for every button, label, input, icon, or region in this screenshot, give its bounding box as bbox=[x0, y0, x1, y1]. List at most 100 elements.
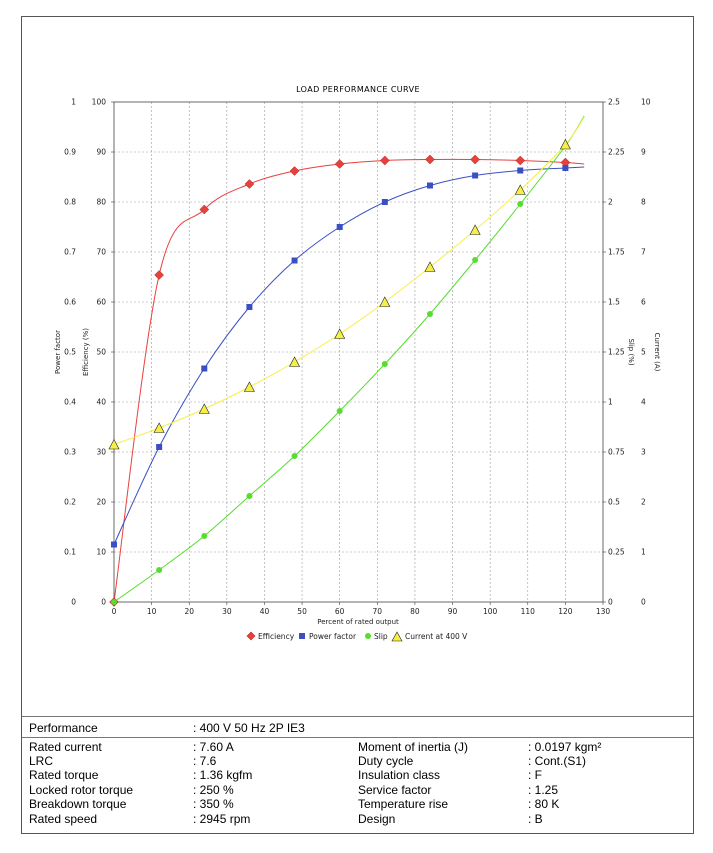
service-factor-label: Service factor bbox=[358, 783, 432, 797]
y-tick-label-right: 2 bbox=[641, 498, 646, 507]
efficiency-point bbox=[470, 154, 480, 165]
efficiency-point bbox=[244, 179, 255, 189]
lrc-value: : 7.6 bbox=[193, 754, 217, 768]
power-factor-point bbox=[562, 165, 569, 171]
series-markers bbox=[108, 138, 571, 607]
current-at-400-v-point bbox=[108, 438, 120, 450]
x-tick-label: 20 bbox=[184, 607, 194, 616]
slip-point bbox=[156, 567, 163, 573]
current-at-400-v-point bbox=[153, 422, 165, 433]
y-tick-label: 80 bbox=[96, 198, 106, 207]
legend-power-factor-marker bbox=[299, 633, 305, 639]
insulation-class-value: : F bbox=[528, 768, 542, 782]
performance-value: : 400 V 50 Hz 2P IE3 bbox=[193, 721, 305, 735]
slip-point bbox=[517, 201, 524, 207]
rated-speed-value: : 2945 rpm bbox=[193, 812, 251, 826]
x-tick-label: 130 bbox=[596, 607, 611, 616]
y-tick-label-right: 1.5 bbox=[608, 298, 620, 307]
y-tick-label: 0.2 bbox=[64, 498, 76, 507]
slip-point bbox=[336, 408, 343, 414]
power-factor-point bbox=[156, 444, 163, 450]
legend-efficiency-marker bbox=[246, 631, 256, 641]
y-tick-label: 10 bbox=[96, 548, 106, 557]
grid-lines bbox=[114, 102, 603, 602]
efficiency-point bbox=[425, 154, 435, 165]
x-tick-label: 30 bbox=[222, 607, 232, 616]
efficiency-line bbox=[113, 158, 585, 603]
load-performance-chart: 0 10 20 30 40 50 60 70 80 90 100 110 120 13000.10.20.… bbox=[54, 85, 661, 642]
current-at-400-v-line bbox=[113, 116, 585, 445]
duty-cycle-label: Duty cycle bbox=[358, 754, 414, 768]
y-tick-label: 0.7 bbox=[64, 248, 76, 257]
y-tick-label: 50 bbox=[96, 348, 106, 357]
y-tick-label: 0.5 bbox=[64, 348, 76, 357]
power-factor-axis-label: Power factor bbox=[54, 330, 62, 374]
chart-title: LOAD PERFORMANCE CURVE bbox=[296, 85, 420, 94]
y-tick-label-right: 0.5 bbox=[608, 498, 620, 507]
y-tick-label-right: 1.75 bbox=[608, 248, 625, 257]
efficiency-axis-label: Efficiency (%) bbox=[82, 328, 90, 376]
locked-rotor-torque-label: Locked rotor torque bbox=[29, 783, 134, 797]
insulation-class-label: Insulation class bbox=[358, 768, 441, 782]
x-tick-label: 120 bbox=[558, 607, 573, 616]
efficiency-point bbox=[199, 204, 210, 215]
x-tick-label: 100 bbox=[483, 607, 498, 616]
rated-current-label: Rated current bbox=[29, 740, 102, 754]
power-factor-point bbox=[111, 541, 117, 548]
y-tick-label-right: 4 bbox=[641, 398, 646, 407]
rated-speed-label: Rated speed bbox=[29, 812, 98, 826]
locked-rotor-torque-value: : 250 % bbox=[193, 783, 234, 797]
power-factor-point bbox=[426, 182, 433, 189]
current-at-400-v-point bbox=[559, 138, 571, 150]
y-tick-label: 70 bbox=[96, 248, 106, 257]
legend-current-marker bbox=[391, 631, 403, 642]
breakdown-torque-label: Breakdown torque bbox=[29, 797, 127, 811]
current-at-400-v-point bbox=[289, 356, 301, 367]
design-value: : B bbox=[528, 812, 543, 826]
x-tick-label: 50 bbox=[297, 607, 307, 616]
y-tick-label: 40 bbox=[96, 398, 106, 407]
y-tick-label-right: 6 bbox=[641, 298, 646, 307]
slip-point bbox=[426, 311, 433, 317]
rated-torque-value: : 1.36 kgfm bbox=[193, 768, 253, 782]
efficiency-point bbox=[154, 270, 164, 280]
current-at-400-v-point bbox=[514, 184, 526, 195]
x-tick-label: 80 bbox=[410, 607, 420, 616]
legend-power-factor-label: Power factor bbox=[309, 632, 357, 641]
current-at-400-v-point bbox=[424, 261, 436, 272]
y-tick-label: 1 bbox=[71, 98, 76, 107]
y-tick-label: 0 bbox=[101, 598, 106, 607]
efficiency-point bbox=[289, 166, 300, 176]
x-tick-label: 10 bbox=[147, 607, 157, 616]
y-tick-label: 20 bbox=[96, 498, 106, 507]
y-tick-label-right: 5 bbox=[641, 348, 646, 357]
slip-point bbox=[291, 453, 298, 459]
x-tick-label: 90 bbox=[448, 607, 458, 616]
y-tick-label-right: 1 bbox=[608, 398, 613, 407]
slip-point bbox=[381, 361, 388, 367]
table-top-divider bbox=[22, 716, 693, 717]
y-tick-label-right: 2 bbox=[608, 198, 613, 207]
legend-slip-label: Slip bbox=[374, 632, 388, 641]
y-tick-label: 0.8 bbox=[64, 198, 76, 207]
slip-point bbox=[246, 493, 253, 499]
y-tick-label-right: 8 bbox=[641, 198, 646, 207]
y-tick-label-right: 7 bbox=[641, 248, 646, 257]
y-tick-label: 0.1 bbox=[64, 548, 76, 557]
y-tick-label: 0.9 bbox=[64, 148, 76, 157]
power-factor-point bbox=[201, 365, 208, 372]
y-tick-label: 0.4 bbox=[64, 398, 76, 407]
x-tick-label: 60 bbox=[335, 607, 345, 616]
y-tick-label: 30 bbox=[96, 448, 106, 457]
moment-of-inertia-value: : 0.0197 kgm² bbox=[528, 740, 602, 754]
duty-cycle-value: : Cont.(S1) bbox=[528, 754, 587, 768]
x-tick-label: 40 bbox=[260, 607, 270, 616]
x-axis-label: Percent of rated output bbox=[317, 618, 399, 626]
x-tick-label: 110 bbox=[521, 607, 536, 616]
moment-of-inertia-label: Moment of inertia (J) bbox=[358, 740, 469, 754]
y-tick-label-right: 0 bbox=[608, 598, 613, 607]
y-tick-label: 100 bbox=[92, 98, 107, 107]
y-tick-label-right: 1.25 bbox=[608, 348, 625, 357]
efficiency-point bbox=[379, 155, 390, 166]
report-frame bbox=[21, 16, 694, 834]
